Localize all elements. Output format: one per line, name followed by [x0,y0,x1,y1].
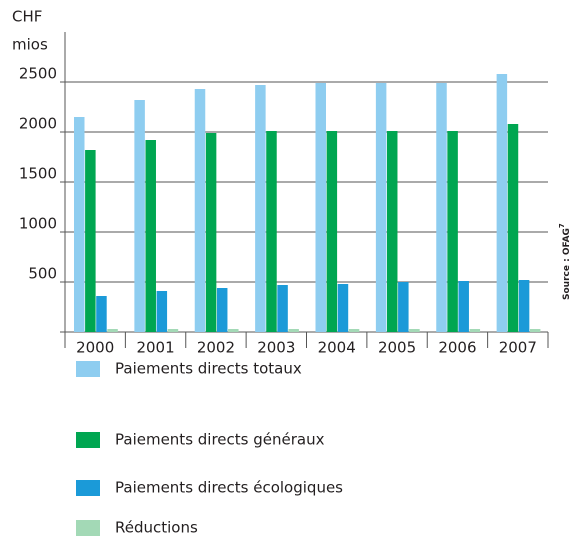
legend-label: Réductions [115,519,198,537]
legend-swatch [76,432,100,448]
x-tick-label: 2002 [197,339,235,357]
bar [228,329,239,332]
bar [447,131,458,332]
source-note: 7 [558,223,566,228]
bar [74,117,85,332]
bar [398,282,409,332]
bar [145,140,156,332]
bar [409,329,420,332]
bar [436,83,447,332]
x-tick-label: 2004 [318,339,356,357]
bar [518,280,530,332]
bar [507,124,519,332]
bar [277,285,288,332]
x-tick-label: 2003 [257,339,295,357]
bar [85,150,96,332]
x-tick-label: 2000 [76,339,114,357]
bar [315,83,326,332]
y-tick-label: 1500 [19,165,57,183]
y-tick-label: 500 [28,265,57,283]
y-tick-label: 2000 [19,115,57,133]
source-text: Source : OFAG [562,228,572,300]
x-tick-label: 2006 [438,339,476,357]
x-tick-label: 2007 [499,339,537,357]
bar [375,83,387,332]
bar [134,100,145,332]
legend-swatch [76,520,100,536]
source: Source : OFAG7 [558,223,572,300]
legend-swatch [76,480,100,496]
bar [348,329,360,332]
bar [337,284,349,332]
y-tick-label: 2500 [19,65,57,83]
bar [458,281,469,332]
y-tick-label: 1000 [19,215,57,233]
x-tick-label: 2005 [378,339,416,357]
legend-swatch [76,361,100,377]
legend-label: Paiements directs totaux [115,360,302,378]
bar [216,288,228,332]
bar [194,89,206,332]
bar [107,329,118,332]
y-axis-label: CHF [12,8,42,26]
bar [288,329,299,332]
bar [205,133,217,332]
bar [386,131,398,332]
bar [266,131,277,332]
x-tick-label: 2001 [136,339,174,357]
bar [326,131,338,332]
legend-label: Paiements directs écologiques [115,479,343,497]
bar [167,329,179,332]
bar [496,74,508,332]
bar [96,296,107,332]
bar [156,291,168,332]
legend-label: Paiements directs généraux [115,431,325,449]
bar [255,85,266,332]
bar [469,329,481,332]
y-axis-label: mios [12,36,48,54]
bar [529,329,541,332]
